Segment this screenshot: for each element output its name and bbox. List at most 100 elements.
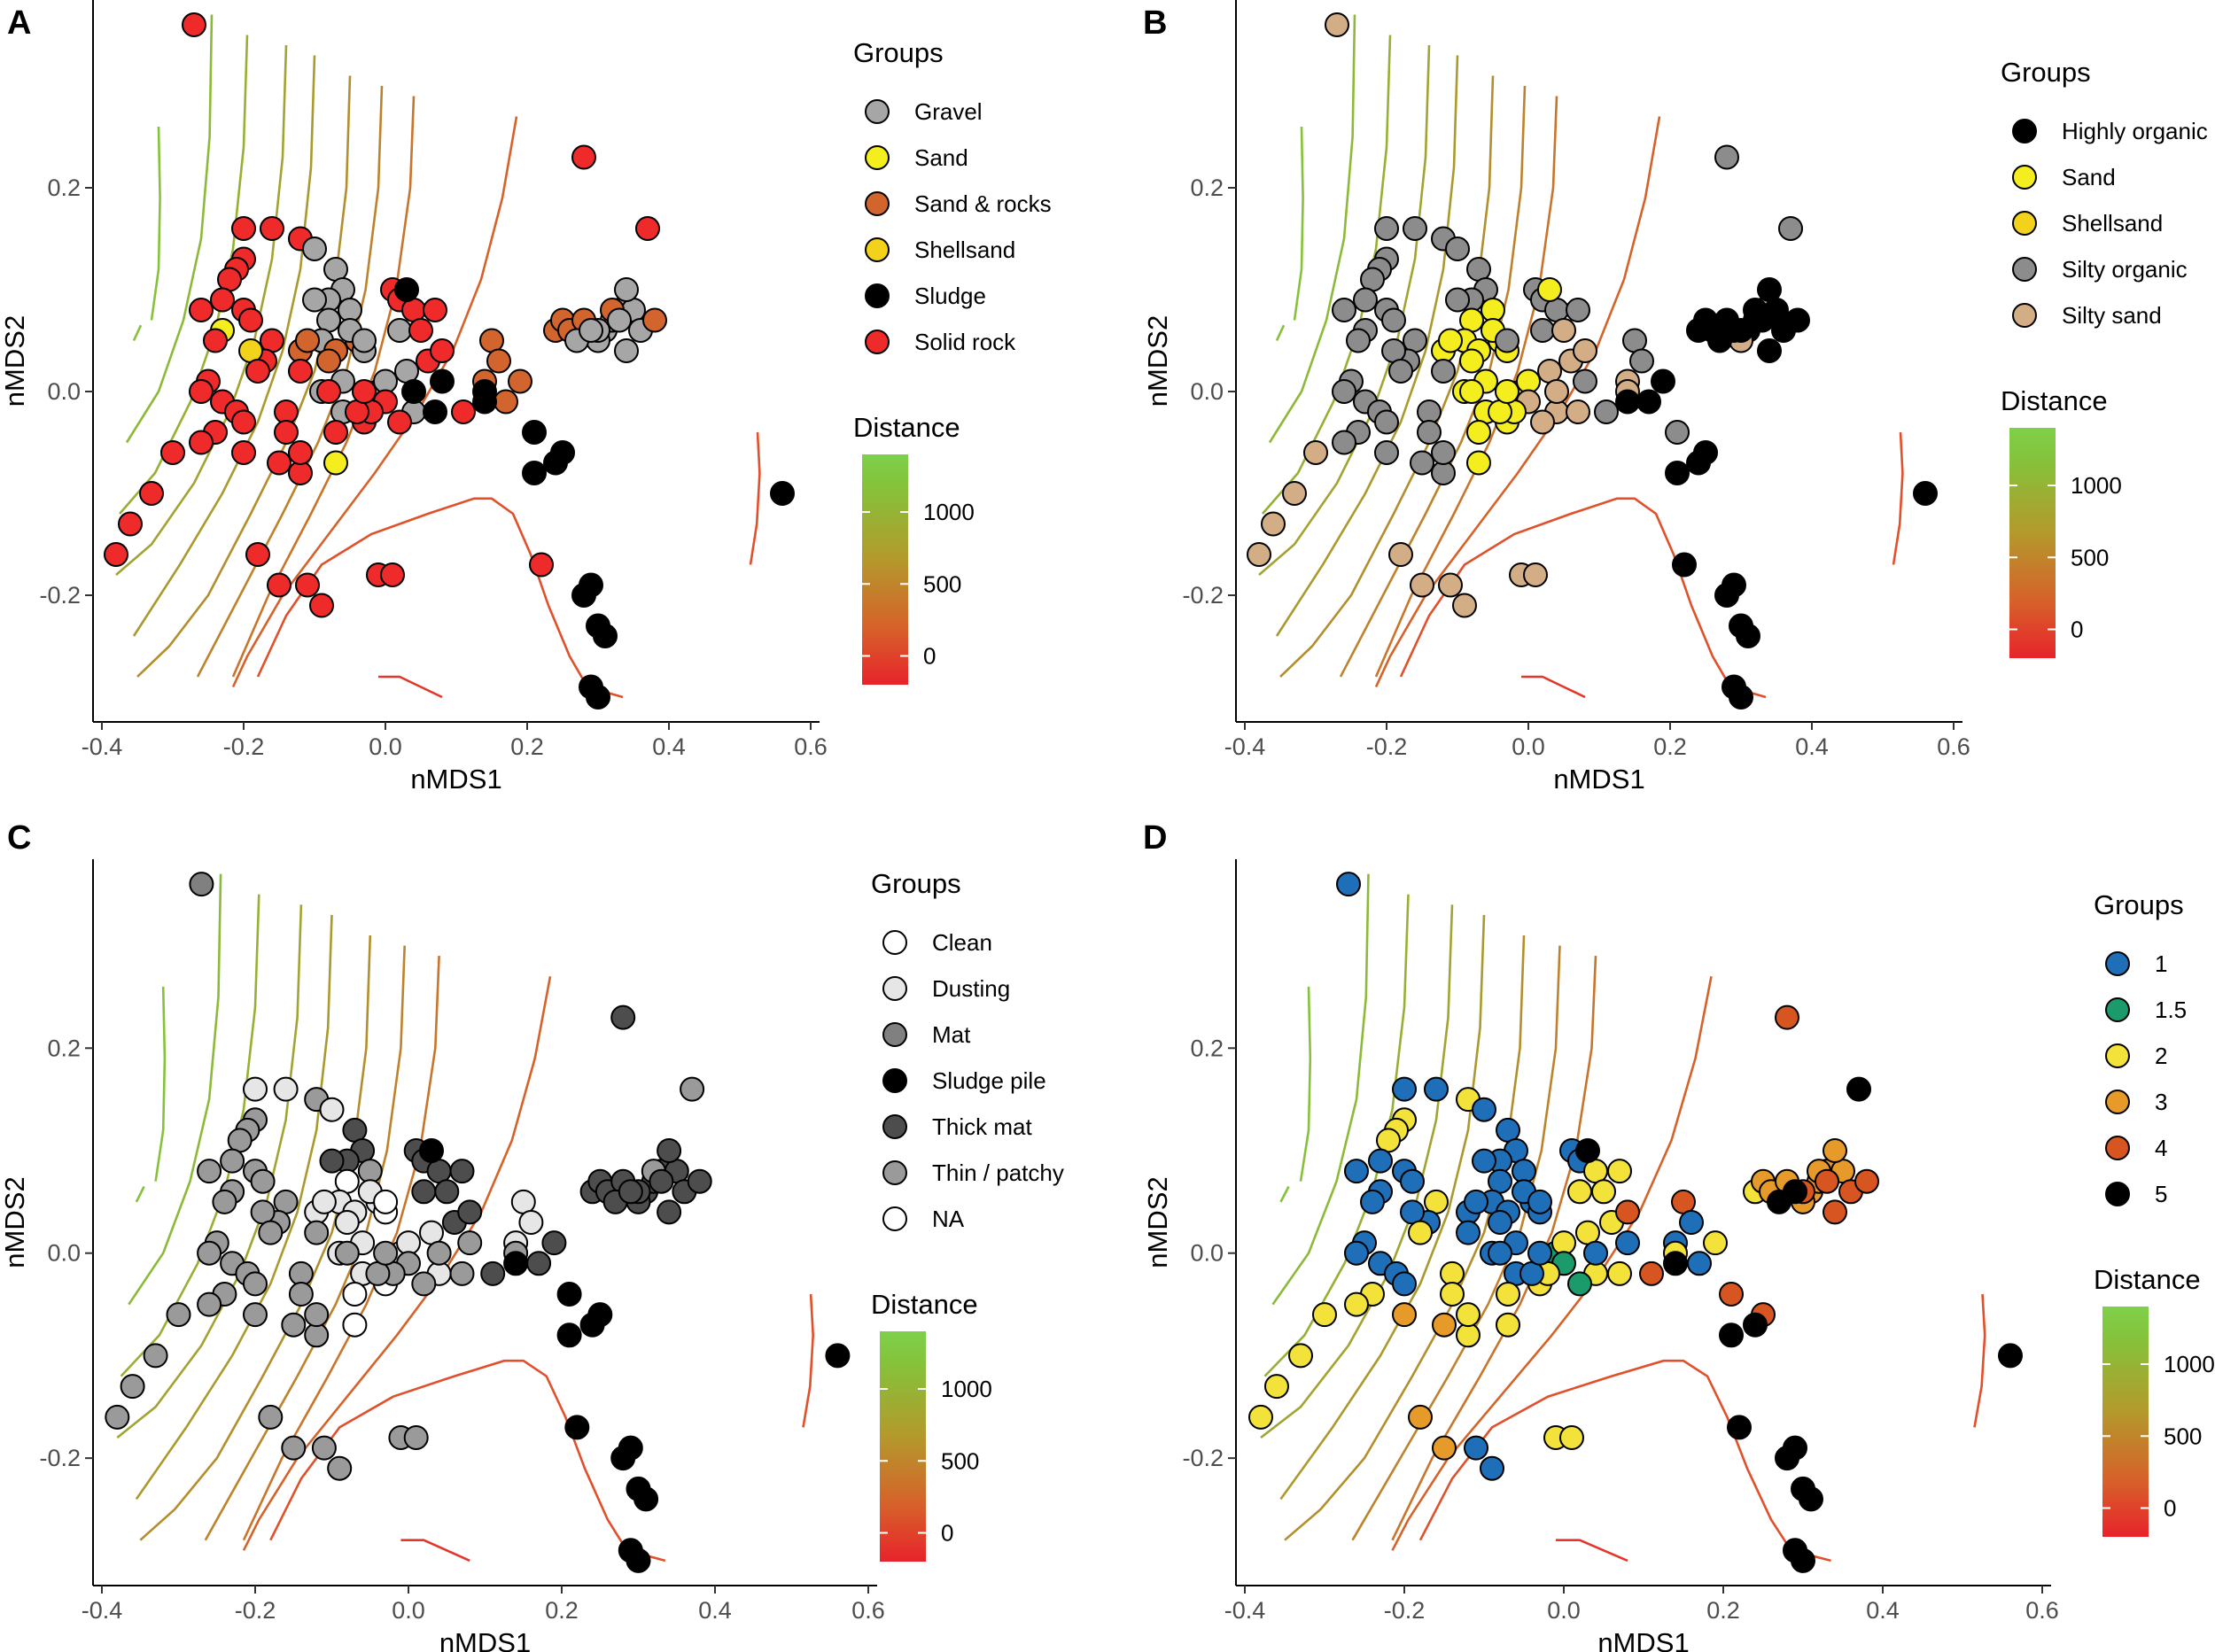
data-point xyxy=(556,1282,582,1307)
data-point xyxy=(1799,1486,1823,1512)
contour-line xyxy=(116,904,303,1439)
contour-line xyxy=(150,126,161,321)
data-point xyxy=(657,1199,682,1225)
data-point xyxy=(166,1302,191,1328)
contour-line xyxy=(400,1539,470,1563)
data-point xyxy=(1721,318,1746,343)
data-point xyxy=(1551,318,1576,343)
contour-line xyxy=(1258,44,1431,576)
x-tick-label: 0.6 xyxy=(794,733,828,760)
data-point xyxy=(1388,542,1413,567)
data-point xyxy=(267,572,291,598)
data-point xyxy=(1495,379,1519,404)
data-point xyxy=(1607,1260,1632,1286)
legend-title: Groups xyxy=(2001,57,2091,88)
data-point xyxy=(1374,216,1399,241)
data-point xyxy=(197,1159,222,1184)
data-point xyxy=(642,307,667,333)
data-point xyxy=(396,1230,421,1256)
y-tick-label: -0.2 xyxy=(1182,1445,1224,1471)
x-tick-label: -0.2 xyxy=(223,733,265,760)
colorbar-tick-label: 500 xyxy=(941,1447,979,1474)
legend-swatch xyxy=(2012,119,2037,143)
contour-line xyxy=(1260,904,1454,1439)
colorbar-tick-label: 0 xyxy=(2164,1495,2176,1522)
legend-swatch xyxy=(2012,165,2037,190)
colorbar-gradient xyxy=(2102,1307,2149,1537)
contour-line xyxy=(128,873,222,1306)
colorbar-title: Distance xyxy=(871,1289,978,1320)
data-point xyxy=(309,593,334,618)
data-point xyxy=(1537,277,1562,302)
data-point xyxy=(618,1179,643,1205)
contour-line xyxy=(204,945,406,1541)
data-point xyxy=(610,1446,636,1471)
data-point xyxy=(387,409,412,435)
legend-label: Clean xyxy=(932,929,992,956)
data-point xyxy=(1353,287,1378,313)
legend-swatch xyxy=(2012,257,2037,282)
colorbar-tick-label: 1000 xyxy=(923,499,975,525)
data-point xyxy=(189,430,214,455)
data-point xyxy=(342,1312,368,1338)
x-tick-label: -0.4 xyxy=(82,733,123,760)
data-point xyxy=(352,379,377,404)
data-point xyxy=(380,562,405,587)
contour-line xyxy=(1271,873,1370,1306)
data-point xyxy=(1456,1302,1481,1328)
data-point xyxy=(243,1302,268,1328)
colorbar-tick-label: 1000 xyxy=(2164,1351,2215,1377)
data-point xyxy=(394,277,419,302)
data-point xyxy=(316,379,341,404)
contour-line xyxy=(1275,55,1459,637)
data-point xyxy=(579,1312,605,1338)
data-point xyxy=(1750,307,1775,333)
data-point xyxy=(319,1148,345,1174)
data-point xyxy=(1527,1240,1552,1266)
groups-legend: Groups Clean Dusting Mat Sludge pile Thick ma… xyxy=(871,868,1064,1232)
contour-line xyxy=(1973,1293,1986,1428)
data-point xyxy=(1472,1148,1496,1174)
data-points xyxy=(1248,872,2023,1573)
data-point xyxy=(680,1076,705,1102)
data-point xyxy=(426,1240,452,1266)
data-point xyxy=(1913,481,1938,506)
data-point xyxy=(1998,1343,2023,1369)
data-point xyxy=(1775,1004,1799,1030)
contour-line xyxy=(154,986,167,1182)
data-point xyxy=(143,1343,168,1369)
data-point xyxy=(1583,1159,1608,1184)
legend-swatch xyxy=(2012,303,2037,328)
legend-title: Groups xyxy=(853,37,944,68)
data-point xyxy=(430,338,455,363)
data-point xyxy=(1424,1189,1449,1214)
y-tick-label: 0.0 xyxy=(47,1240,81,1267)
data-point xyxy=(1438,572,1463,598)
contour-line xyxy=(378,675,443,699)
data-point xyxy=(1440,1282,1465,1307)
data-point xyxy=(1466,450,1491,476)
data-point xyxy=(403,1425,429,1450)
data-point xyxy=(1312,1302,1337,1328)
data-point xyxy=(1575,1138,1600,1163)
distance-colorbar: Distance 1000 500 0 xyxy=(2094,1264,2215,1537)
x-axis-title: nMDS1 xyxy=(1553,764,1644,795)
contour-line xyxy=(1892,431,1904,565)
legend-label: 1.5 xyxy=(2155,997,2187,1023)
data-point xyxy=(1264,1374,1289,1400)
data-point xyxy=(419,1138,444,1163)
colorbar-tick-label: 1000 xyxy=(2071,472,2122,499)
data-point xyxy=(1854,1168,1879,1194)
y-axis-title: nMDS2 xyxy=(0,315,30,407)
data-point xyxy=(1651,368,1675,394)
x-axis-title: nMDS1 xyxy=(439,1627,531,1652)
contour-lines xyxy=(1258,14,1904,699)
legend-swatch xyxy=(2105,1043,2130,1068)
legend-swatch xyxy=(882,1068,907,1093)
data-point xyxy=(423,298,447,322)
x-tick-label: -0.2 xyxy=(1384,1597,1426,1624)
y-tick-label: 0.0 xyxy=(47,378,81,405)
data-point xyxy=(387,318,412,343)
legend-swatch xyxy=(865,99,890,124)
data-point xyxy=(260,216,284,241)
